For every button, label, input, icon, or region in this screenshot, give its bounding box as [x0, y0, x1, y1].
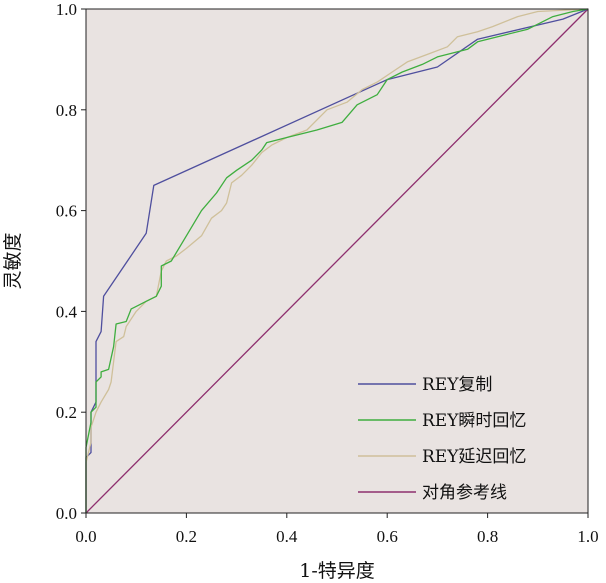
plot-frame	[85, 8, 589, 514]
y-tick-label: 0.4	[56, 302, 78, 321]
legend-label-3: 对角参考线	[422, 483, 507, 503]
series-line-1	[85, 8, 589, 513]
legend-label-1: REY瞬时回忆	[422, 411, 526, 431]
x-axis: 0.0 0.2 0.4 0.6 0.8 1.0	[75, 513, 599, 546]
x-tick-label: 1.0	[577, 527, 598, 546]
series-line-2	[85, 8, 589, 513]
x-tick-label: 0.4	[276, 527, 298, 546]
x-tick-label: 0.2	[176, 527, 197, 546]
series-layer	[85, 8, 589, 514]
y-tick-label: 0.0	[56, 504, 77, 523]
x-axis-title: 1-特异度	[299, 560, 375, 582]
y-axis: 0.0 0.2 0.4 0.6 0.8 1.0	[56, 0, 86, 523]
y-tick-label: 1.0	[56, 0, 77, 19]
series-line-3	[85, 8, 589, 514]
x-tick-label: 0.8	[477, 527, 498, 546]
x-tick-label: 0.0	[75, 527, 96, 546]
y-tick-label: 0.8	[56, 101, 77, 120]
legend-label-0: REY复制	[422, 375, 492, 395]
y-tick-label: 0.6	[56, 202, 77, 221]
y-axis-title: 灵敏度	[2, 232, 24, 289]
y-tick-label: 0.2	[56, 403, 77, 422]
x-tick-label: 0.6	[377, 527, 398, 546]
legend-label-2: REY延迟回忆	[422, 447, 526, 467]
